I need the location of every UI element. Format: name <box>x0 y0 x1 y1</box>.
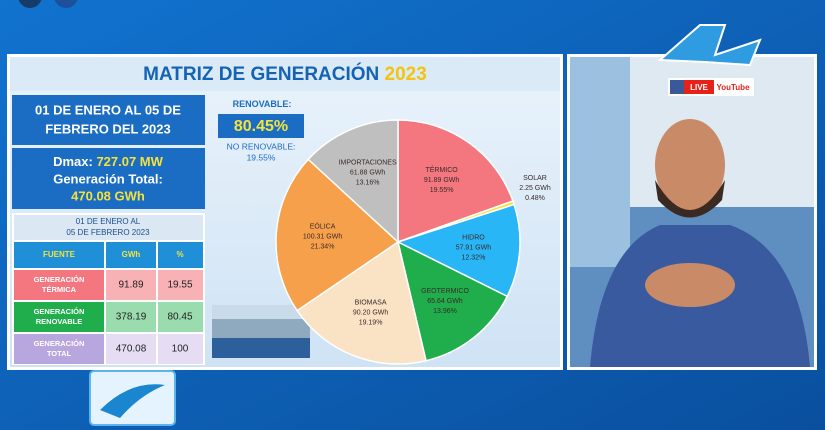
icon <box>18 0 42 8</box>
slice-energy: 90.20 GWh <box>353 309 389 316</box>
period: 01 DE ENERO AL 05 DE <box>35 102 181 117</box>
cell: 100 <box>172 344 189 355</box>
th <box>158 242 203 268</box>
dmax: Dmax: 727.07 MW <box>53 154 164 169</box>
title-text: MATRIZ DE GENERACIÓN <box>143 63 379 85</box>
renewable-value: 80.45% <box>234 118 288 135</box>
dmax-label: Dmax: <box>53 154 93 169</box>
live-bg <box>684 80 714 94</box>
table-caption: 05 DE FEBRERO 2023 <box>66 228 150 237</box>
person-head <box>655 119 725 211</box>
slice-label: BIOMASA <box>355 299 387 306</box>
slice-energy: 100.31 GWh <box>303 233 342 240</box>
slice <box>396 203 521 298</box>
cell: 19.55 <box>167 280 192 291</box>
td <box>14 334 104 364</box>
td <box>158 270 203 300</box>
td <box>14 302 104 332</box>
slice <box>397 119 514 244</box>
td <box>14 270 104 300</box>
period-box <box>12 95 205 145</box>
slice-percent: 21.34% <box>311 243 335 250</box>
th <box>14 242 104 268</box>
slice-energy: 2.25 GWh <box>519 185 551 192</box>
studio-wall <box>570 57 630 267</box>
slice-percent: 19.19% <box>359 319 383 326</box>
td <box>106 270 156 300</box>
row-label: RENOVABLE <box>36 317 83 326</box>
slice-energy: 91.89 GWh <box>424 177 460 184</box>
channel-logo <box>657 24 762 67</box>
slice <box>275 158 400 312</box>
slice <box>396 240 509 362</box>
slice-percent: 0.48% <box>525 195 545 202</box>
slice <box>296 240 427 365</box>
renewable-box <box>218 114 304 138</box>
live: LIVE <box>690 83 708 92</box>
td <box>158 302 203 332</box>
title-band <box>10 57 560 91</box>
title-year: 2023 <box>385 64 427 85</box>
slice-percent: 12.32% <box>462 254 486 261</box>
slice-label: EÓLICA <box>310 221 336 230</box>
photo-sky <box>212 305 310 319</box>
row-label: TOTAL <box>47 349 72 358</box>
slice-energy: 57.91 GWh <box>456 244 492 251</box>
demand-box <box>12 148 205 209</box>
table-caption: 01 DE ENERO AL <box>76 217 141 226</box>
td <box>158 334 203 364</box>
td <box>106 302 156 332</box>
nonrenewable-label: NO RENOVABLE: <box>227 141 296 151</box>
pie: TÉRMICO 91.89 GWh 19.55% SOLAR 2.25 GWh 0.48%… <box>275 119 551 365</box>
table-caption-bg <box>14 215 203 240</box>
youtube: YouTube <box>716 83 750 92</box>
icon <box>54 0 78 8</box>
person-beard <box>655 180 725 218</box>
slice-percent: 19.55% <box>430 187 454 194</box>
cell: 91.89 <box>118 280 143 291</box>
slice <box>307 119 399 244</box>
nonrenewable-value: 19.55% <box>247 152 276 162</box>
th <box>106 242 156 268</box>
cell: 470.08 <box>116 344 147 355</box>
facebook-icon <box>670 80 684 94</box>
title: MATRIZ DE GENERACIÓN 2023 <box>143 63 427 85</box>
slice-label: SOLAR <box>523 175 547 182</box>
total-value: 470.08 GWh <box>71 188 145 203</box>
slice-label: HIDRO <box>462 234 485 241</box>
row-label: GENERACIÓN <box>34 339 85 348</box>
row-label: TÉRMICA <box>42 285 77 294</box>
person-hands <box>645 263 735 307</box>
slice-label: TÉRMICO <box>425 165 458 174</box>
td <box>106 334 156 364</box>
slice-percent: 13.16% <box>356 180 380 187</box>
slice-energy: 61.88 GWh <box>350 170 386 177</box>
cell: 378.19 <box>116 312 147 323</box>
share: RENOVABLE: <box>233 99 292 109</box>
row-label: GENERACIÓN <box>34 275 85 284</box>
dmax-value: 727.07 MW <box>96 154 163 169</box>
bottom-logo-mark <box>100 384 165 418</box>
slice-label: IMPORTACIONES <box>339 160 397 167</box>
th-text: % <box>176 250 183 259</box>
th-text: FUENTE <box>43 250 76 259</box>
renewable-label: RENOVABLE: <box>233 99 292 109</box>
photo-panels <box>212 338 310 358</box>
period: FEBRERO DEL 2023 <box>45 121 170 136</box>
slice-label: GEOTERMICO <box>421 288 469 295</box>
total-label: Generación Total: <box>53 171 163 186</box>
row-label: GENERACIÓN <box>34 307 85 316</box>
th-text: GWh <box>122 250 141 259</box>
cell: 80.45 <box>167 312 192 323</box>
slice-percent: 13.96% <box>433 308 457 315</box>
slice-energy: 65.64 GWh <box>427 298 463 305</box>
